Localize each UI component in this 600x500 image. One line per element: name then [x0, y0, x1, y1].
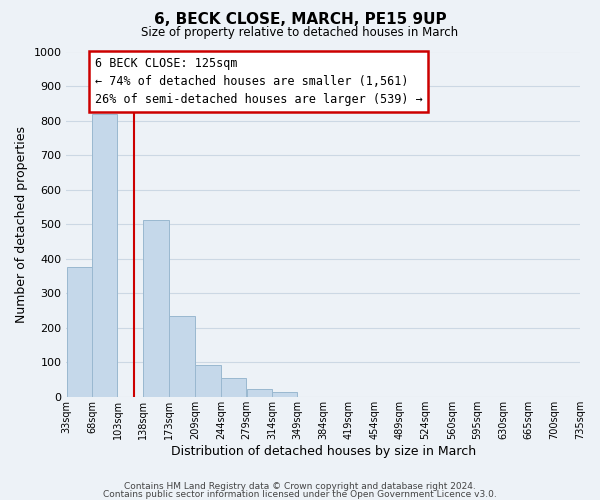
- X-axis label: Distribution of detached houses by size in March: Distribution of detached houses by size …: [170, 444, 476, 458]
- Text: Contains public sector information licensed under the Open Government Licence v3: Contains public sector information licen…: [103, 490, 497, 499]
- Text: Size of property relative to detached houses in March: Size of property relative to detached ho…: [142, 26, 458, 39]
- Bar: [169, 316, 195, 397]
- Bar: [67, 268, 92, 397]
- Text: 6, BECK CLOSE, MARCH, PE15 9UP: 6, BECK CLOSE, MARCH, PE15 9UP: [154, 12, 446, 28]
- Text: 6 BECK CLOSE: 125sqm
← 74% of detached houses are smaller (1,561)
26% of semi-de: 6 BECK CLOSE: 125sqm ← 74% of detached h…: [95, 56, 422, 106]
- Bar: [247, 389, 272, 397]
- Bar: [221, 378, 246, 397]
- Text: Contains HM Land Registry data © Crown copyright and database right 2024.: Contains HM Land Registry data © Crown c…: [124, 482, 476, 491]
- Bar: [272, 392, 298, 397]
- Y-axis label: Number of detached properties: Number of detached properties: [15, 126, 28, 322]
- Bar: [196, 365, 221, 397]
- Bar: [143, 220, 169, 397]
- Bar: [92, 114, 118, 397]
